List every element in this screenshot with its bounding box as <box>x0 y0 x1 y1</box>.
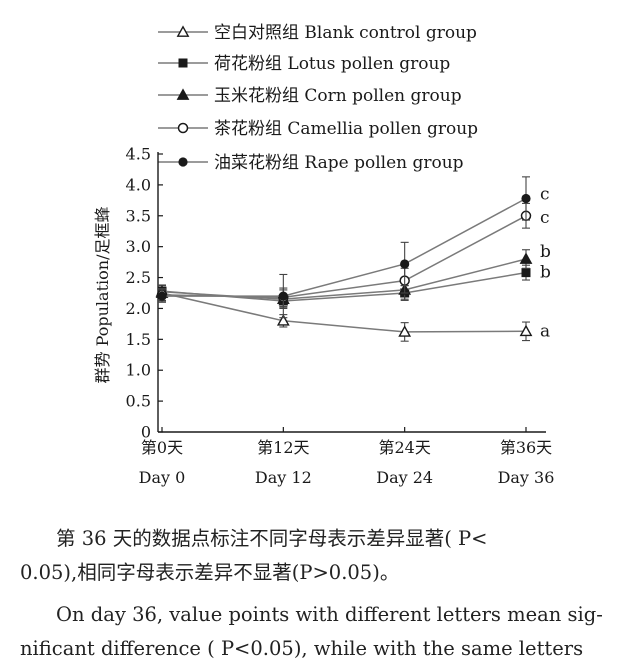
data-point <box>519 252 533 264</box>
x-axis: 第0天 Day 0 第12天 Day 12 第24天 Day 24 第36天 Day 36 <box>139 427 555 487</box>
legend-marker <box>178 157 188 167</box>
series: c <box>157 176 550 319</box>
y-tick-label: 3.5 <box>126 206 151 225</box>
data-point <box>276 314 290 326</box>
note-en-line-2: nificant difference ( P<0.05), while wit… <box>20 637 584 660</box>
legend-label: 空白对照组 Blank control group <box>214 23 477 43</box>
y-tick-label: 2.0 <box>126 299 151 318</box>
data-point <box>157 291 167 301</box>
series-line <box>161 292 527 333</box>
figure-note-chinese: 第 36 天的数据点标注不同字母表示差异显著( P< 0.05),相同字母表示差… <box>20 522 620 590</box>
y-axis-label: 群势 Population/足框蜂 <box>93 207 112 384</box>
x-tick-label-zh: 第36天 <box>500 438 552 457</box>
y-tick-label: 3.0 <box>126 237 151 256</box>
legend: 空白对照组 Blank control group 荷花粉组 Lotus poll… <box>158 23 478 173</box>
significance-letter: b <box>540 242 551 262</box>
series: b <box>157 263 551 308</box>
significance-letter: b <box>540 263 551 283</box>
note-zh-line-2: 0.05),相同字母表示差异不显著(P>0.05)。 <box>20 561 400 584</box>
legend-label: 荷花粉组 Lotus pollen group <box>214 54 450 74</box>
note-zh-line-1: 第 36 天的数据点标注不同字母表示差异显著( P< <box>56 527 488 550</box>
significance-letter: c <box>540 184 550 204</box>
legend-marker <box>176 25 190 37</box>
x-tick-label-en: Day 12 <box>255 468 312 487</box>
significance-letter: a <box>540 321 550 341</box>
series-line <box>161 258 527 300</box>
data-point <box>521 193 531 204</box>
x-tick-label-en: Day 0 <box>139 468 186 487</box>
data-point <box>400 259 410 269</box>
y-axis: 群势 Population/足框蜂 0 0.5 1.0 1.5 2.0 2.5 3.0 3.5… <box>93 145 163 442</box>
series: b <box>155 242 551 309</box>
x-tick-label-zh: 第24天 <box>378 438 430 457</box>
data-point <box>519 324 533 337</box>
y-tick-label: 1.0 <box>126 361 151 380</box>
line-chart: 空白对照组 Blank control group 荷花粉组 Lotus poll… <box>93 23 555 487</box>
legend-marker <box>177 122 189 134</box>
data-point <box>398 325 412 337</box>
legend-marker <box>178 58 188 68</box>
x-tick-label-zh: 第12天 <box>257 438 309 457</box>
y-tick-label: 0 <box>141 423 151 442</box>
y-tick-label: 2.5 <box>126 268 151 287</box>
legend-label: 油菜花粉组 Rape pollen group <box>214 153 464 173</box>
series-line <box>162 197 527 297</box>
x-tick-label-zh: 第0天 <box>141 438 183 457</box>
x-tick-label-en: Day 36 <box>498 468 555 487</box>
note-en-line-1: On day 36, value points with different l… <box>56 603 603 626</box>
series: c <box>156 202 550 308</box>
data-point <box>521 268 531 278</box>
legend-label: 玉米花粉组 Corn pollen group <box>214 86 462 106</box>
legend-marker <box>176 88 190 100</box>
y-tick-label: 1.5 <box>126 330 151 349</box>
y-tick-label: 4.5 <box>126 145 151 164</box>
data-point <box>278 291 288 301</box>
x-tick-label-en: Day 24 <box>376 468 433 487</box>
y-tick-label: 4.0 <box>126 175 151 194</box>
figure-note-english: On day 36, value points with different l… <box>20 598 620 666</box>
y-tick-label: 0.5 <box>126 392 151 411</box>
significance-letter: c <box>540 208 550 228</box>
legend-label: 茶花粉组 Camellia pollen group <box>214 119 478 139</box>
